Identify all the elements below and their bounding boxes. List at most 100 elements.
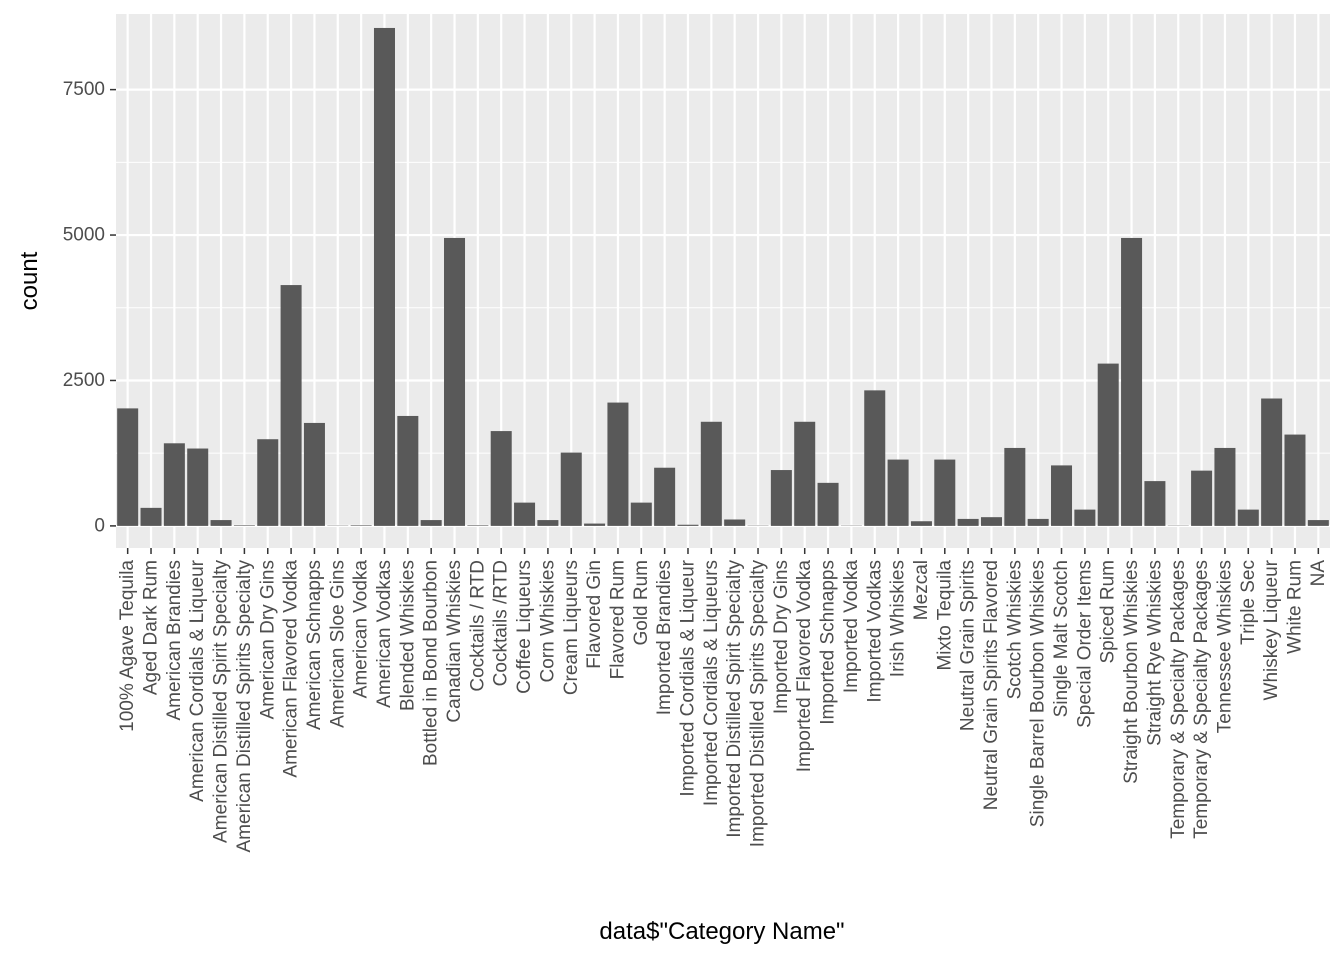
y-tick-label: 5000 [63,225,105,246]
x-tick-label: 100% Agave Tequila [117,560,138,732]
x-tick-label: Triple Sec [1238,560,1259,645]
bar [630,502,652,526]
bar [514,502,536,526]
y-tick-label: 2500 [63,370,105,391]
y-tick-label: 7500 [63,79,105,100]
bar [1074,509,1096,526]
bar [1004,447,1026,526]
x-axis-title: data$"Category Name" [599,918,844,945]
x-tick-label: Cream Liqueurs [561,560,582,695]
bar [233,525,255,526]
x-tick-label: Neutral Grain Spirits Flavored [981,560,1002,810]
y-tick-label: 0 [94,515,105,536]
x-tick-label: Imported Distilled Spirit Specialty [724,560,745,838]
bar [420,520,442,526]
bar [1237,509,1259,526]
x-tick-label: Gold Rum [631,560,652,646]
bar [1284,434,1306,526]
bar [1121,237,1143,526]
bar [1051,465,1073,526]
x-tick-label: American Dry Gins [257,560,278,719]
bar [724,519,746,526]
bar [1144,481,1166,526]
x-tick-label: Spiced Rum [1098,560,1119,664]
bar [210,520,232,526]
x-tick-label: Imported Brandies [654,560,675,715]
bar [980,517,1002,526]
x-tick-label: Imported Vodkas [864,560,885,703]
bar [397,415,419,526]
x-tick-label: Imported Vodka [841,560,862,694]
bar [1097,363,1119,526]
x-tick-label: Straight Rye Whiskies [1144,560,1165,746]
bar [1191,470,1213,526]
bar [490,431,512,526]
bar [794,421,816,526]
bar [817,482,839,526]
x-tick-label: Mixto Tequila [934,560,955,671]
bar [560,452,582,526]
y-axis-ticks: 0 2500 5000 7500 [63,79,116,536]
x-tick-label: Imported Flavored Vodka [794,560,815,773]
bar [163,443,185,526]
x-tick-label: American Cordials & Liqueur [187,559,208,802]
x-tick-label: Irish Whiskies [888,560,909,677]
bar [887,459,909,526]
x-tick-label: Imported Cordials & Liqueurs [701,560,722,806]
x-tick-label: Corn Whiskies [537,560,558,682]
x-tick-label: Scotch Whiskies [1004,560,1025,699]
bar [1261,398,1283,526]
bars [117,27,1329,526]
bar [654,467,676,526]
x-tick-label: Single Malt Scotch [1051,560,1072,717]
x-tick-label: Blended Whiskies [397,560,418,711]
x-tick-label: Temporary & Specialty Packages [1168,560,1189,839]
x-tick-label: Aged Dark Rum [141,560,162,695]
x-tick-label: Coffee Liqueurs [514,560,535,694]
bar [584,523,606,526]
bar [280,285,302,526]
x-tick-label: Canadian Whiskies [444,560,465,723]
x-tick-label: Special Order Items [1074,560,1095,728]
x-tick-label: American Distilled Spirits Specialty [234,560,255,853]
x-tick-label: Cocktails / RTD [467,560,488,692]
x-tick-label: Straight Bourbon Whiskies [1121,560,1142,784]
x-tick-label: Cocktails /RTD [491,560,512,686]
x-tick-label: Whiskey Liqueur [1261,559,1282,700]
x-tick-label: NA [1308,560,1329,587]
x-tick-label: American Schnapps [304,560,325,730]
bar [1307,520,1329,526]
x-tick-label: American Sloe Gins [327,560,348,728]
bar [257,439,279,526]
x-tick-label: Imported Cordials & Liqueur [677,559,698,796]
bar [140,507,162,526]
x-tick-label: Bottled in Bond Bourbon [421,560,442,766]
bar [700,421,722,526]
x-tick-label: Single Barrel Bourbon Whiskies [1028,560,1049,827]
x-tick-label: Neutral Grain Spirits [958,560,979,731]
x-tick-label: American Vodkas [374,560,395,708]
bar [117,408,139,526]
x-tick-label: Imported Schnapps [818,560,839,725]
x-tick-label: American Flavored Vodka [281,560,302,778]
bar [934,459,956,526]
x-tick-label: Mezcal [911,560,932,620]
y-axis-title: count [16,251,43,310]
x-tick-label: American Distilled Spirit Specialty [211,560,232,843]
x-tick-label: Flavored Gin [584,560,605,669]
bar [607,402,629,526]
bar [187,448,209,526]
bar [444,237,466,526]
bar [1027,518,1049,526]
bar [373,27,395,526]
bar [303,422,325,526]
bar [467,525,489,526]
x-tick-label: Temporary & Specialty Packages [1191,560,1212,839]
x-tick-label: Flavored Rum [607,560,628,679]
bar [350,525,372,526]
bar [957,518,979,526]
x-tick-label: Tennessee Whiskies [1214,560,1235,733]
x-tick-label: American Vodka [351,560,372,699]
x-axis-ticks: 100% Agave Tequila Aged Dark Rum American … [117,548,1329,853]
